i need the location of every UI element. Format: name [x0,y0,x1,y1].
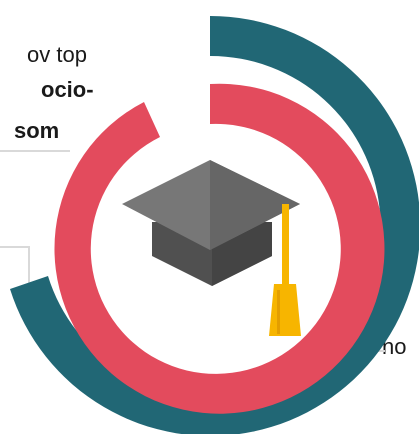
text-line-3: som [14,118,60,143]
text-line-1: ov top [27,42,87,67]
divider-line [0,246,30,248]
graduation-cap-icon [122,160,301,336]
text-line-2: ocio- [41,77,94,102]
divider-line [28,246,30,286]
divider-line [0,150,70,152]
